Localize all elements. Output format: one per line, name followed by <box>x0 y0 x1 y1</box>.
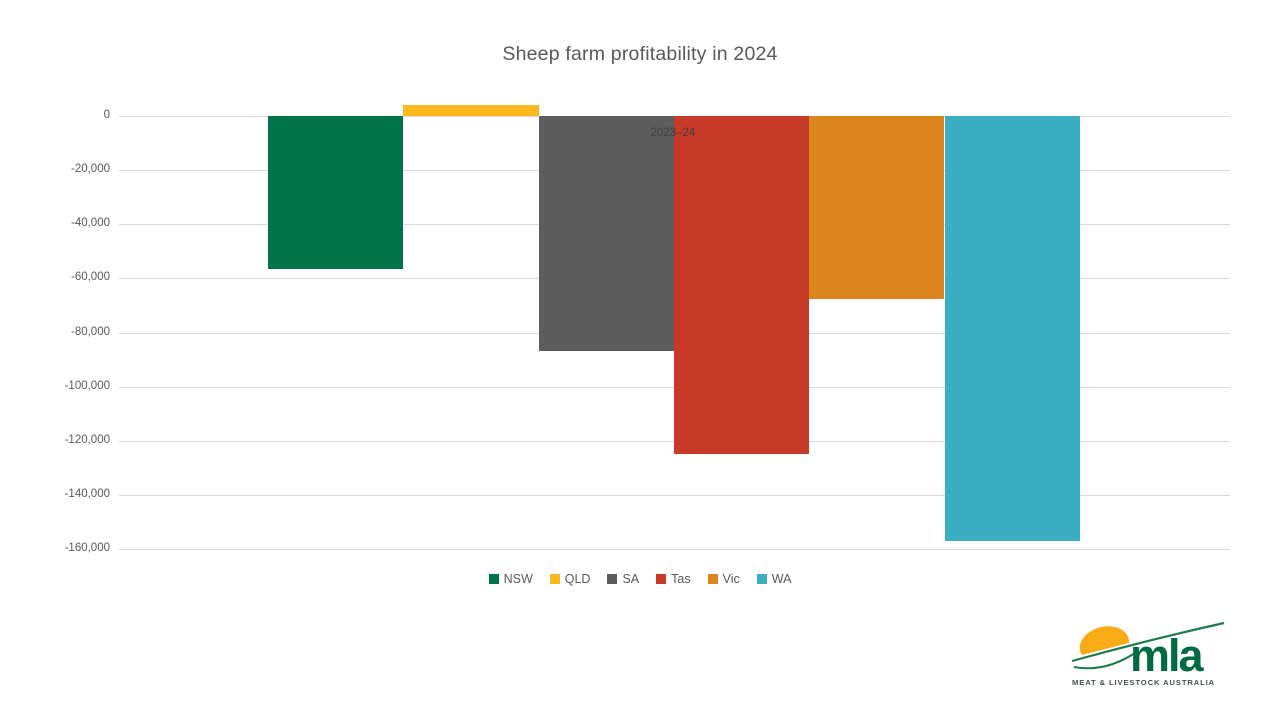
y-axis-tick-label: -100,000 <box>64 379 110 392</box>
mla-logo: mla MEAT & LIVESTOCK AUSTRALIA <box>1068 614 1228 696</box>
legend-item-NSW: NSW <box>488 572 533 586</box>
bar-Tas <box>673 116 810 455</box>
logo-swoosh-upper-icon <box>1071 621 1225 663</box>
x-axis-category-label: 2023–24 <box>650 127 696 139</box>
logo-wordmark: mla <box>1130 630 1205 681</box>
y-gridline <box>119 494 1230 496</box>
legend-item-WA: WA <box>756 572 792 586</box>
y-axis-tick-label: -120,000 <box>64 433 110 446</box>
legend-swatch-icon <box>707 574 718 584</box>
legend-label: QLD <box>564 572 591 586</box>
legend-swatch-icon <box>756 574 767 584</box>
legend-swatch-icon <box>656 574 667 584</box>
chart-title: Sheep farm profitability in 2024 <box>502 43 778 65</box>
legend-label: Tas <box>671 572 691 586</box>
legend-swatch-icon <box>488 574 499 584</box>
legend-label: WA <box>771 572 792 586</box>
mla-logo-graphic: mla MEAT & LIVESTOCK AUSTRALIA <box>1071 621 1225 687</box>
legend-swatch-icon <box>607 574 618 584</box>
bar-NSW <box>268 116 404 269</box>
logo-swoosh-lower-icon <box>1073 650 1139 670</box>
y-axis-tick-label: -80,000 <box>70 325 110 338</box>
logo-caption: MEAT & LIVESTOCK AUSTRALIA <box>1072 678 1215 687</box>
bar-Vic <box>809 116 945 299</box>
bar-WA <box>944 116 1080 541</box>
legend-item-Vic: Vic <box>707 572 740 586</box>
y-gridline <box>119 549 1230 550</box>
legend-item-SA: SA <box>607 572 639 586</box>
chart-legend: NSW QLD SA Tas Vic WA <box>0 569 1280 589</box>
y-axis-tick-label: -60,000 <box>70 271 110 284</box>
logo-sun-icon <box>1079 626 1130 655</box>
y-axis-tick-label: -20,000 <box>70 163 110 176</box>
bar-QLD <box>403 105 539 116</box>
legend-label: NSW <box>503 572 533 586</box>
y-axis-tick-label: 0 <box>103 109 110 121</box>
legend-swatch-icon <box>549 574 560 584</box>
legend-label: SA <box>622 572 640 586</box>
y-axis-tick-label: -160,000 <box>64 542 110 554</box>
bar-SA <box>538 116 674 352</box>
y-axis-tick-label: -140,000 <box>64 487 110 500</box>
y-axis-tick-label: -40,000 <box>70 217 110 230</box>
legend-item-Tas: Tas <box>656 572 691 586</box>
legend-label: Vic <box>722 572 740 586</box>
legend-item-QLD: QLD <box>549 572 591 586</box>
